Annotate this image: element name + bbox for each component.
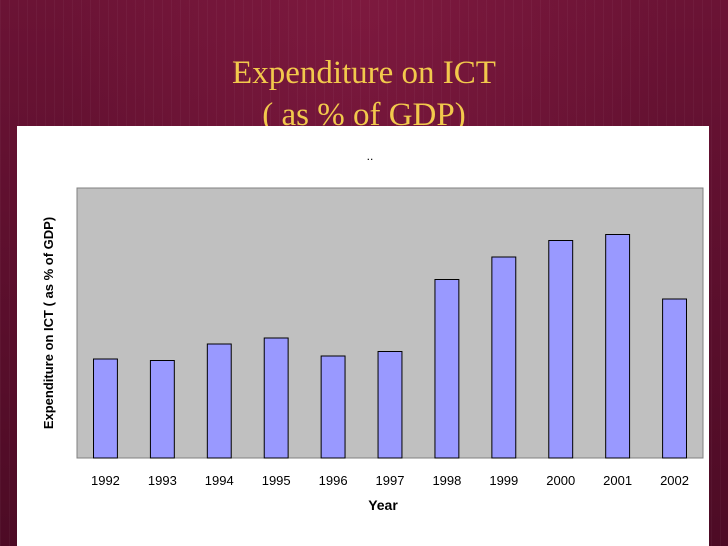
slide-title-line-1: Expenditure on ICT [232,55,496,91]
x-axis-label: Year [368,497,398,513]
bar-1999 [491,256,517,459]
x-tick-label-2001: 2001 [603,473,632,488]
bar-1995 [263,337,289,459]
bar-chart: .. 1992 1993 1994 1995 1996 1997 1998 1999 2000 2… [41,149,704,513]
bar-1998 [434,279,460,459]
bar-2001 [605,234,631,459]
bar-1994 [206,343,232,459]
y-axis-label: Expenditure on ICT ( as % of GDP) [41,217,56,429]
x-tick-labels: 1992 1993 1994 1995 1996 1997 1998 1999 2000 2001… [91,473,689,488]
x-tick-label-1998: 1998 [432,473,461,488]
x-tick-label-1996: 1996 [319,473,348,488]
x-tick-label-1999: 1999 [489,473,518,488]
x-tick-label-1994: 1994 [205,473,234,488]
x-tick-label-1992: 1992 [91,473,120,488]
x-tick-label-2002: 2002 [660,473,689,488]
bar-1993 [149,360,175,459]
slide-title: Expenditure on ICT ( as % of GDP) [140,52,588,136]
bar-1997 [377,351,403,459]
x-tick-label-1997: 1997 [376,473,405,488]
x-tick-label-1993: 1993 [148,473,177,488]
x-tick-label-1995: 1995 [262,473,291,488]
bar-2002 [662,298,687,459]
bar-1992 [93,358,118,459]
x-tick-label-2000: 2000 [546,473,575,488]
chart-title: .. [367,149,374,163]
bar-1996 [320,355,346,459]
bar-2000 [548,240,574,459]
chart-panel: .. 1992 1993 1994 1995 1996 1997 1998 1999 2000 2… [17,126,709,546]
bar-series [93,234,687,459]
